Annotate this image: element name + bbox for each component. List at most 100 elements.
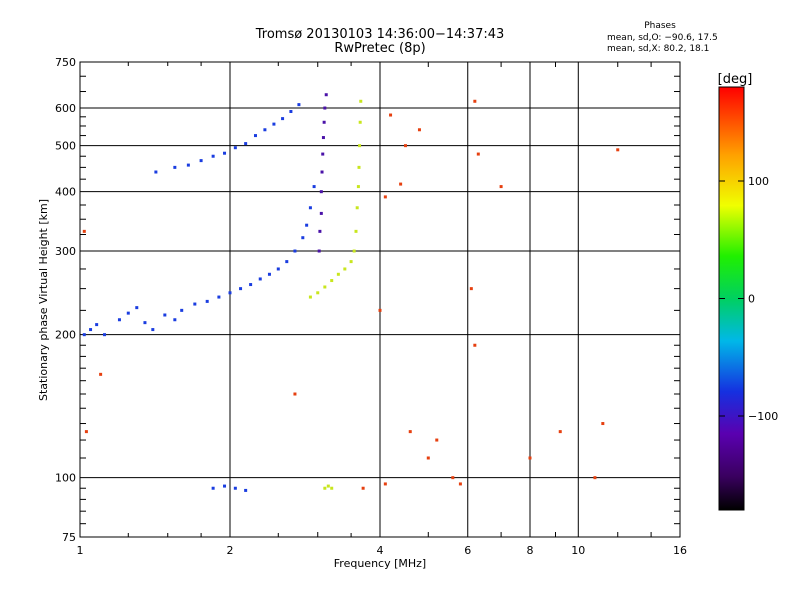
data-point (358, 120, 362, 124)
data-point (84, 430, 88, 434)
data-point (263, 128, 267, 132)
data-point (324, 93, 328, 97)
data-point (616, 148, 620, 152)
data-point (308, 206, 312, 210)
data-point (321, 136, 325, 140)
x-tick-label: 16 (673, 544, 687, 557)
data-point (244, 488, 248, 492)
data-point (301, 236, 305, 240)
data-point (355, 206, 359, 210)
data-point (223, 151, 227, 155)
data-point (117, 318, 121, 322)
data-point (297, 103, 301, 107)
data-point (476, 152, 480, 156)
data-point (408, 430, 412, 434)
stats-x-mode: mean, sd,X: 80.2, 18.1 (607, 44, 709, 54)
data-point (293, 392, 297, 396)
colorbar-tick-label: 0 (748, 293, 755, 306)
x-axis-label: Frequency [MHz] (334, 557, 426, 570)
data-point (322, 120, 326, 124)
y-tick-label: 400 (55, 186, 76, 199)
data-point (126, 311, 130, 315)
y-tick-label: 750 (55, 56, 76, 69)
data-point (356, 185, 360, 189)
data-point (239, 287, 243, 291)
data-point (173, 165, 177, 169)
data-point (223, 484, 227, 488)
series-o (82, 103, 316, 492)
y-tick-label: 75 (62, 531, 76, 544)
data-point (403, 144, 407, 148)
data-point (417, 128, 421, 132)
y-tick-label: 200 (55, 329, 76, 342)
data-point (317, 249, 321, 253)
data-point (267, 272, 271, 276)
data-point (343, 267, 347, 271)
x-tick-label: 6 (464, 544, 471, 557)
series-scattered (82, 99, 620, 490)
data-point (82, 333, 86, 337)
y-tick-label: 100 (55, 472, 76, 485)
series-o-cusp (317, 93, 328, 253)
data-point (217, 295, 221, 299)
data-point (289, 109, 293, 113)
data-point (211, 486, 215, 490)
data-point (233, 146, 237, 150)
data-point (316, 291, 320, 295)
data-point (357, 165, 361, 169)
data-point (451, 476, 455, 480)
x-axis: 1 2 4 6 8 10 16 (77, 62, 687, 557)
y-axis: 75 100 200 300 400 500 600 750 (55, 56, 680, 544)
data-point (308, 295, 312, 299)
data-point (199, 159, 203, 163)
data-point (336, 272, 340, 276)
data-point (253, 134, 257, 138)
colorbar-ticks: 100 0 −100 (719, 175, 778, 423)
data-point (173, 318, 177, 322)
x-tick-label: 1 (77, 544, 84, 557)
data-point (330, 279, 334, 283)
colorbar-tick-label: 100 (748, 175, 769, 188)
data-point (458, 482, 462, 486)
data-point (272, 122, 276, 126)
data-point (103, 333, 107, 337)
data-point (233, 486, 237, 490)
data-point (163, 313, 167, 317)
y-tick-label: 500 (55, 140, 76, 153)
data-point (358, 144, 362, 148)
data-point (323, 486, 327, 490)
data-point (354, 229, 358, 233)
data-point (186, 163, 190, 167)
chart-subtitle: RwPretec (8p) (334, 41, 425, 56)
data-point (154, 170, 158, 174)
data-point (312, 185, 316, 189)
data-point (601, 422, 605, 426)
data-point (99, 372, 103, 376)
data-point (383, 482, 387, 486)
data-point (349, 260, 353, 264)
x-tick-label: 2 (227, 544, 234, 557)
data-point (435, 438, 439, 442)
data-point (326, 484, 330, 488)
data-points (82, 93, 620, 492)
data-point (318, 229, 322, 233)
data-point (426, 456, 430, 460)
data-point (95, 323, 99, 327)
data-point (143, 321, 147, 325)
data-point (293, 249, 297, 253)
data-point (473, 99, 477, 103)
data-point (319, 190, 323, 194)
data-point (180, 308, 184, 312)
data-point (193, 302, 197, 306)
data-point (258, 277, 262, 281)
data-point (82, 229, 86, 233)
data-point (323, 106, 327, 110)
data-point (244, 142, 248, 146)
data-point (319, 211, 323, 215)
data-point (469, 287, 473, 291)
data-point (89, 328, 93, 332)
colorbar-tick-label: −100 (748, 410, 778, 423)
data-point (593, 476, 597, 480)
data-point (389, 113, 393, 117)
data-point (558, 430, 562, 434)
